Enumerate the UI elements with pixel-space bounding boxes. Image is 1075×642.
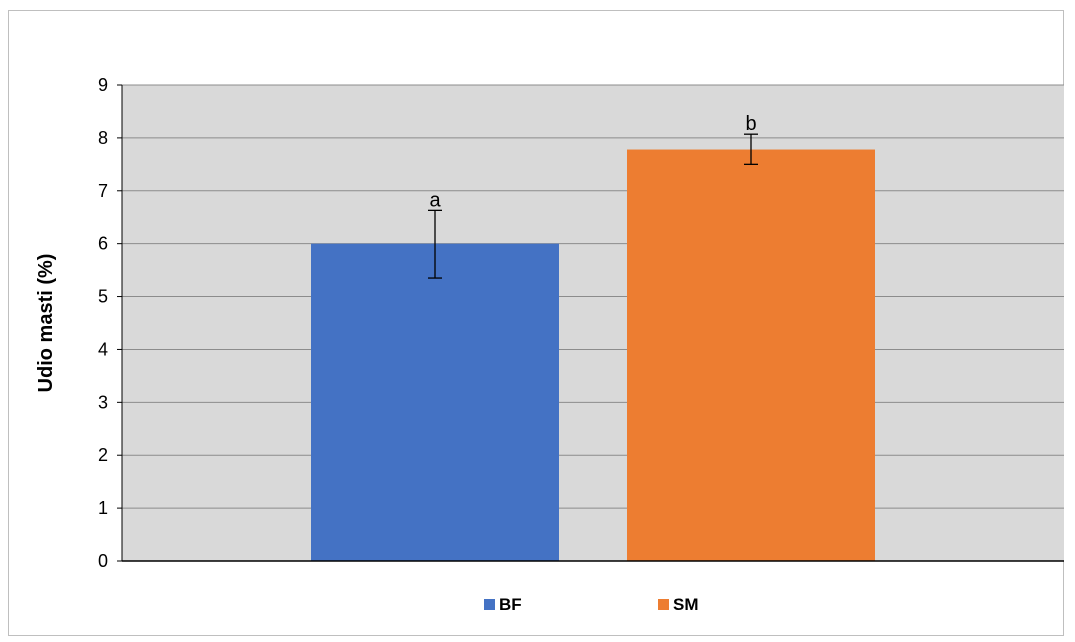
legend-swatch — [658, 599, 669, 610]
legend-swatch — [484, 599, 495, 610]
legend: BF SM — [484, 595, 699, 614]
data-label-sm: b — [745, 113, 756, 135]
legend-label: BF — [499, 595, 522, 614]
y-axis-ticks: 0 1 2 3 4 5 6 7 8 9 — [98, 75, 122, 571]
y-tick-label: 6 — [98, 234, 108, 254]
y-tick-label: 3 — [98, 392, 108, 412]
bar-sm — [627, 149, 875, 561]
y-tick-label: 8 — [98, 128, 108, 148]
y-tick-label: 4 — [98, 339, 108, 359]
bars: ab — [311, 113, 875, 561]
y-tick-label: 5 — [98, 287, 108, 307]
data-label-bf: a — [429, 189, 441, 211]
error-bar-sm — [744, 133, 758, 165]
y-tick-label: 2 — [98, 445, 108, 465]
y-tick-label: 0 — [98, 551, 108, 571]
bar-bf — [311, 243, 559, 561]
error-bar-bf — [428, 209, 442, 279]
y-tick-label: 1 — [98, 498, 108, 518]
plot-area — [122, 85, 1064, 561]
legend-item-sm: SM — [658, 595, 699, 614]
y-tick-label: 7 — [98, 181, 108, 201]
legend-item-bf: BF — [484, 595, 522, 614]
gridlines — [122, 84, 1064, 509]
y-tick-label: 9 — [98, 75, 108, 95]
axes — [121, 85, 1064, 562]
legend-label: SM — [673, 595, 699, 614]
y-axis-title: Udio masti (%) — [35, 254, 57, 393]
